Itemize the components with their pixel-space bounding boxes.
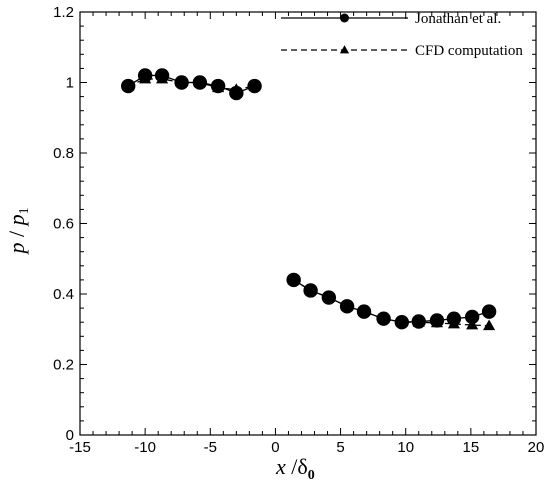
data-point bbox=[137, 68, 153, 83]
data-point bbox=[411, 314, 426, 329]
data-point bbox=[154, 68, 170, 83]
data-point bbox=[446, 311, 462, 326]
data-point bbox=[376, 311, 391, 326]
data-point bbox=[356, 304, 372, 319]
data-point bbox=[481, 304, 497, 319]
data-point bbox=[210, 78, 226, 94]
y-tick-label: 0.2 bbox=[53, 357, 74, 374]
legend-marker bbox=[340, 13, 349, 23]
data-point bbox=[321, 290, 337, 305]
x-tick-label: -10 bbox=[134, 439, 156, 456]
data-point bbox=[247, 78, 262, 94]
legend-marker bbox=[339, 45, 350, 54]
series-jonathan bbox=[121, 68, 497, 330]
axis-ticks: -15 -10 -5 0 5 10 15 20 0 0.2 0.4 0.6 0.8 1 1.2 bbox=[53, 4, 544, 456]
data-point bbox=[192, 75, 208, 90]
y-tick-label: 0.6 bbox=[53, 216, 74, 233]
data-point bbox=[229, 85, 244, 101]
data-point bbox=[339, 299, 355, 314]
legend: Jonathan et al. CFD computation bbox=[281, 11, 523, 59]
data-point bbox=[174, 75, 189, 90]
data-point bbox=[429, 313, 445, 328]
legend-label: Jonathan et al. bbox=[415, 11, 501, 27]
series-layer bbox=[121, 68, 497, 331]
legend-label: CFD computation bbox=[415, 43, 523, 59]
y-tick-label: 0.4 bbox=[53, 286, 74, 303]
x-tick-label: -5 bbox=[204, 439, 217, 456]
data-point bbox=[286, 272, 301, 288]
data-point bbox=[303, 283, 318, 298]
y-tick-label: 0.8 bbox=[53, 145, 74, 162]
data-point bbox=[121, 78, 136, 94]
data-point bbox=[464, 309, 480, 325]
x-axis-label: x /δ0 bbox=[275, 454, 315, 482]
x-tick-label: 10 bbox=[397, 439, 414, 456]
x-tick-label: -15 bbox=[69, 439, 91, 456]
y-tick-label: 1.2 bbox=[53, 4, 74, 21]
x-tick-label: 5 bbox=[336, 439, 344, 456]
x-tick-label: 0 bbox=[271, 439, 279, 456]
data-point bbox=[483, 319, 496, 331]
data-point bbox=[394, 315, 410, 330]
x-tick-label: 20 bbox=[528, 439, 545, 456]
y-tick-label: 0 bbox=[66, 427, 74, 444]
y-axis-label: p / p1 bbox=[4, 207, 32, 255]
y-tick-label: 1 bbox=[66, 75, 74, 92]
x-tick-label: 15 bbox=[463, 439, 480, 456]
